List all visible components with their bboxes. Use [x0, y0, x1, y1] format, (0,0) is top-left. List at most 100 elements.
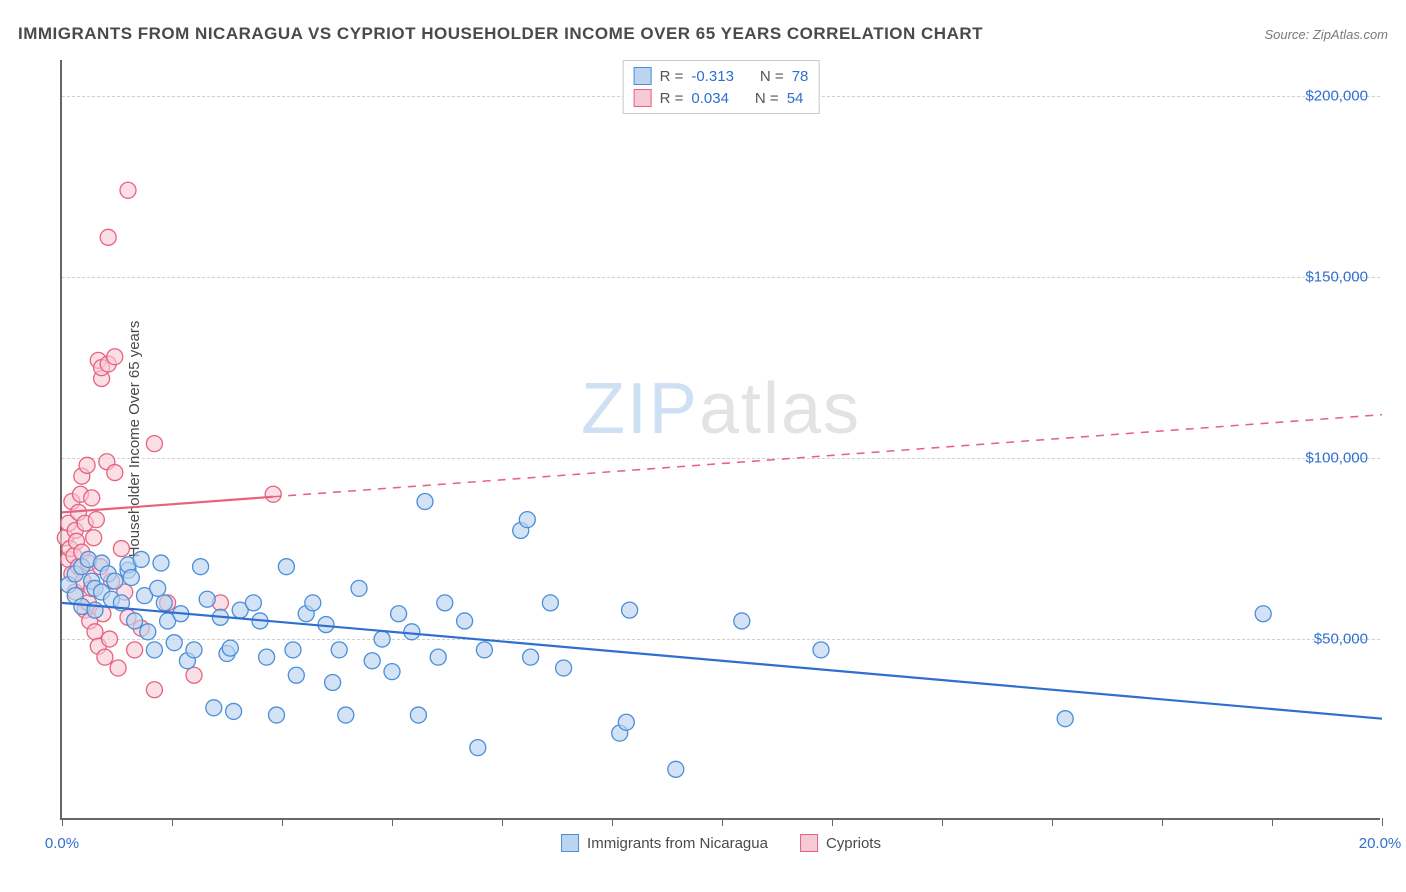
x-tick — [722, 818, 723, 826]
n-value: 78 — [792, 68, 809, 85]
data-point-nicaragua — [259, 649, 275, 665]
data-point-nicaragua — [278, 559, 294, 575]
data-point-nicaragua — [374, 631, 390, 647]
data-point-nicaragua — [813, 642, 829, 658]
data-point-nicaragua — [1057, 711, 1073, 727]
data-point-nicaragua — [338, 707, 354, 723]
data-point-cypriots — [107, 465, 123, 481]
data-point-nicaragua — [542, 595, 558, 611]
x-tick — [502, 818, 503, 826]
data-point-nicaragua — [107, 573, 123, 589]
data-point-cypriots — [146, 682, 162, 698]
data-point-nicaragua — [457, 613, 473, 629]
r-value: 0.034 — [691, 90, 729, 107]
legend-row-nicaragua: R = -0.313 N = 78 — [634, 65, 809, 87]
data-point-nicaragua — [269, 707, 285, 723]
data-point-nicaragua — [186, 642, 202, 658]
x-tick — [1052, 818, 1053, 826]
data-point-nicaragua — [470, 740, 486, 756]
data-point-nicaragua — [166, 635, 182, 651]
data-point-cypriots — [102, 631, 118, 647]
chart-title: IMMIGRANTS FROM NICARAGUA VS CYPRIOT HOU… — [18, 24, 983, 44]
data-point-nicaragua — [226, 703, 242, 719]
x-tick — [1162, 818, 1163, 826]
data-point-nicaragua — [430, 649, 446, 665]
data-point-nicaragua — [618, 714, 634, 730]
data-point-cypriots — [86, 530, 102, 546]
data-point-nicaragua — [391, 606, 407, 622]
data-point-nicaragua — [156, 595, 172, 611]
x-axis-min-label: 0.0% — [45, 835, 79, 852]
legend-correlation: R = -0.313 N = 78 R = 0.034 N = 54 — [623, 60, 820, 114]
data-point-nicaragua — [193, 559, 209, 575]
data-point-cypriots — [113, 541, 129, 557]
data-point-cypriots — [88, 512, 104, 528]
data-point-nicaragua — [384, 664, 400, 680]
data-point-cypriots — [265, 486, 281, 502]
data-point-nicaragua — [222, 640, 238, 656]
x-tick — [832, 818, 833, 826]
data-point-nicaragua — [146, 642, 162, 658]
swatch-nicaragua — [561, 834, 579, 852]
r-value: -0.313 — [691, 68, 734, 85]
x-tick — [392, 818, 393, 826]
data-point-cypriots — [84, 490, 100, 506]
data-point-nicaragua — [150, 580, 166, 596]
chart-svg — [62, 60, 1380, 818]
data-point-nicaragua — [140, 624, 156, 640]
data-point-nicaragua — [1255, 606, 1271, 622]
swatch-cypriots — [634, 89, 652, 107]
data-point-nicaragua — [288, 667, 304, 683]
n-label: N = — [755, 90, 779, 107]
x-tick — [612, 818, 613, 826]
data-point-cypriots — [110, 660, 126, 676]
data-point-nicaragua — [519, 512, 535, 528]
x-tick — [62, 818, 63, 826]
data-point-nicaragua — [364, 653, 380, 669]
data-point-cypriots — [127, 642, 143, 658]
data-point-nicaragua — [245, 595, 261, 611]
r-label: R = — [660, 68, 684, 85]
data-point-nicaragua — [556, 660, 572, 676]
x-tick — [282, 818, 283, 826]
header-bar: IMMIGRANTS FROM NICARAGUA VS CYPRIOT HOU… — [18, 24, 1388, 44]
r-label: R = — [660, 90, 684, 107]
data-point-nicaragua — [668, 761, 684, 777]
data-point-cypriots — [107, 349, 123, 365]
legend-row-cypriots: R = 0.034 N = 54 — [634, 87, 809, 109]
legend-label: Immigrants from Nicaragua — [587, 835, 768, 852]
data-point-nicaragua — [331, 642, 347, 658]
data-point-cypriots — [186, 667, 202, 683]
data-point-cypriots — [146, 436, 162, 452]
x-tick — [1272, 818, 1273, 826]
data-point-nicaragua — [351, 580, 367, 596]
data-point-nicaragua — [305, 595, 321, 611]
data-point-cypriots — [120, 182, 136, 198]
swatch-cypriots — [800, 834, 818, 852]
n-value: 54 — [787, 90, 804, 107]
legend-series: Immigrants from Nicaragua Cypriots — [561, 834, 881, 852]
data-point-cypriots — [87, 624, 103, 640]
data-point-nicaragua — [734, 613, 750, 629]
x-axis-max-label: 20.0% — [1359, 835, 1402, 852]
data-point-nicaragua — [285, 642, 301, 658]
data-point-nicaragua — [476, 642, 492, 658]
data-point-cypriots — [79, 457, 95, 473]
data-point-nicaragua — [410, 707, 426, 723]
data-point-nicaragua — [523, 649, 539, 665]
legend-item-nicaragua: Immigrants from Nicaragua — [561, 834, 768, 852]
n-label: N = — [760, 68, 784, 85]
data-point-nicaragua — [133, 551, 149, 567]
swatch-nicaragua — [634, 67, 652, 85]
trendline-cypriots-dashed — [273, 415, 1382, 497]
data-point-cypriots — [97, 649, 113, 665]
data-point-nicaragua — [325, 674, 341, 690]
legend-item-cypriots: Cypriots — [800, 834, 881, 852]
x-tick — [942, 818, 943, 826]
data-point-nicaragua — [199, 591, 215, 607]
data-point-nicaragua — [404, 624, 420, 640]
data-point-nicaragua — [127, 613, 143, 629]
data-point-nicaragua — [123, 570, 139, 586]
data-point-nicaragua — [417, 494, 433, 510]
data-point-nicaragua — [153, 555, 169, 571]
